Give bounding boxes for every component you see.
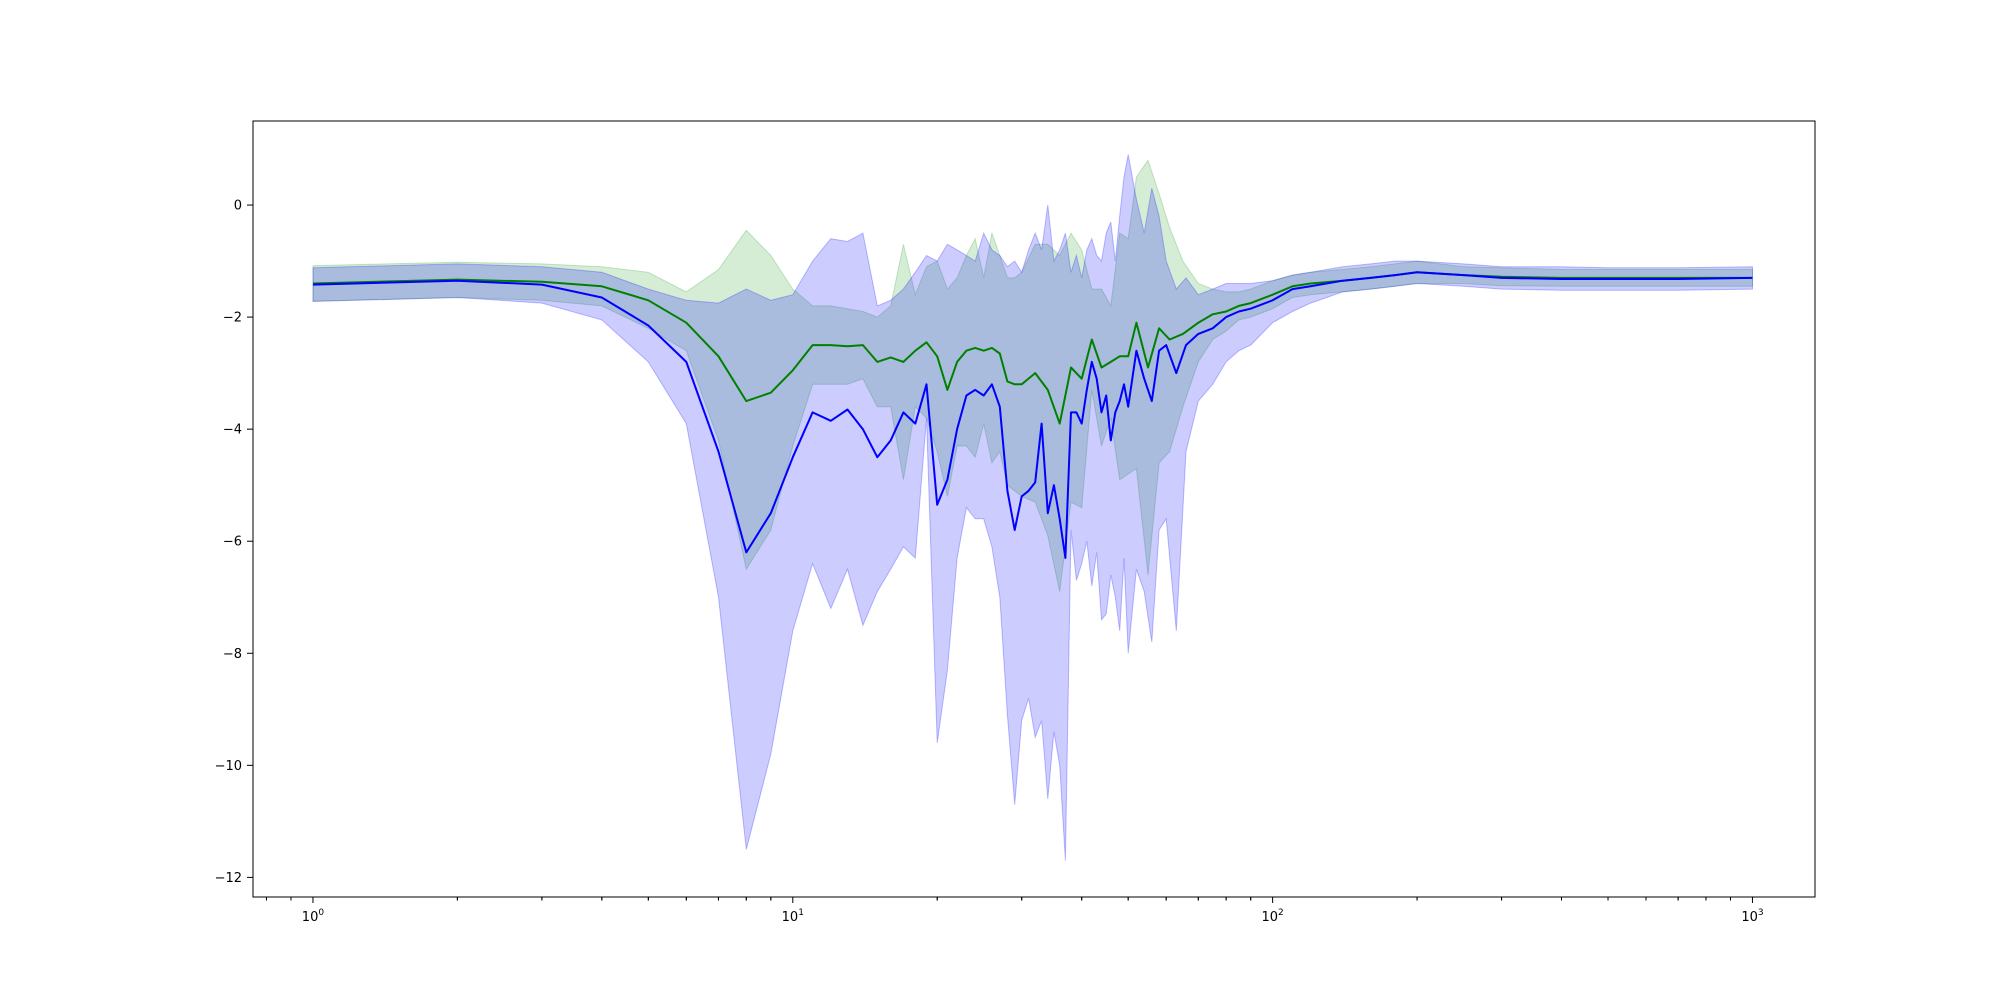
y-tick-label: −8 bbox=[223, 647, 242, 662]
confidence-bands bbox=[312, 154, 1753, 861]
line-series-1 bbox=[312, 271, 1753, 425]
y-tick-label: −4 bbox=[223, 423, 242, 438]
x-tick-label: 101 bbox=[782, 908, 804, 925]
mean-lines bbox=[312, 271, 1753, 559]
y-tick-label: −10 bbox=[215, 759, 242, 774]
x-tick-label: 100 bbox=[302, 908, 325, 925]
y-tick-label: −2 bbox=[223, 311, 242, 326]
x-tick-label: 102 bbox=[1261, 908, 1283, 925]
x-axis: 100 101 102 103 bbox=[265, 897, 1764, 925]
band-series-2 bbox=[312, 154, 1753, 861]
line-series-2 bbox=[312, 271, 1753, 559]
y-axis: 0 −2 −4 −6 −8 −10 −12 bbox=[215, 199, 253, 886]
x-tick-label: 103 bbox=[1741, 908, 1763, 925]
y-tick-label: −6 bbox=[223, 535, 242, 550]
y-tick-label: −12 bbox=[215, 871, 242, 886]
y-tick-label: 0 bbox=[234, 199, 242, 214]
axes-frame bbox=[252, 120, 1816, 898]
